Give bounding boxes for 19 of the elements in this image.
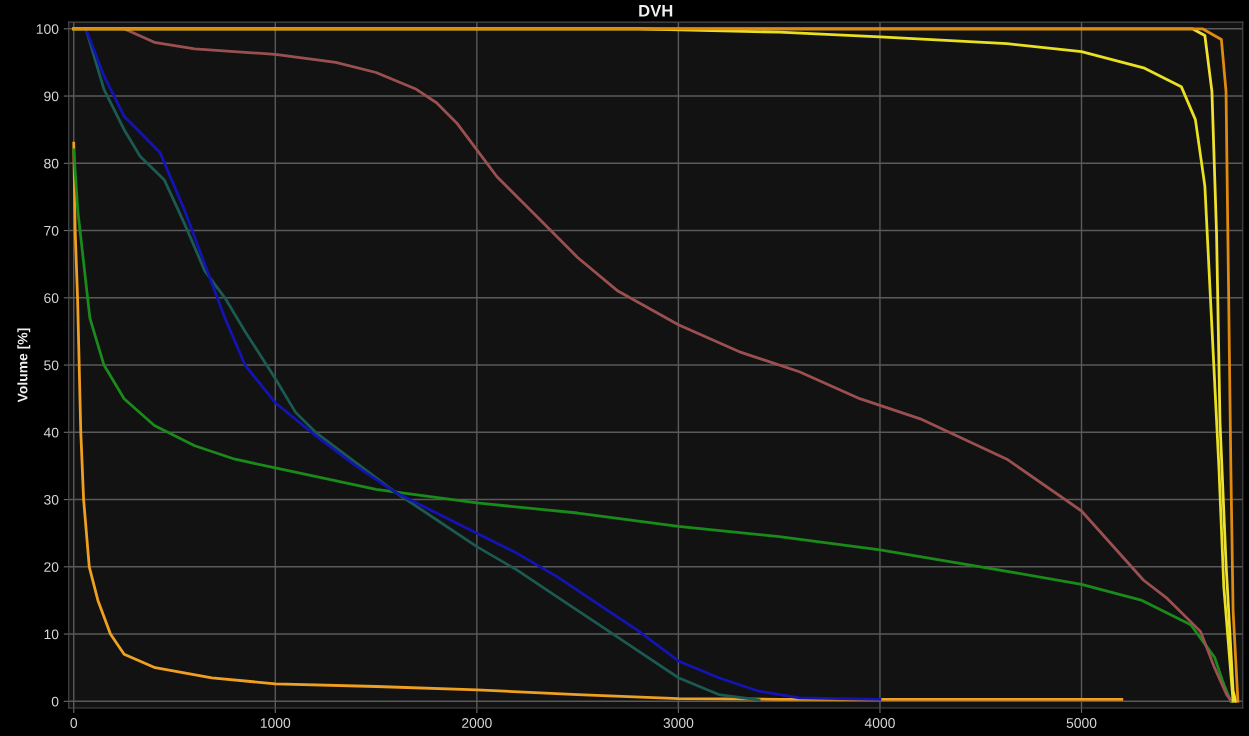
x-tick-label: 5000 bbox=[1066, 718, 1097, 728]
y-tick-label: 90 bbox=[44, 91, 59, 102]
y-tick-label: 80 bbox=[44, 158, 59, 169]
y-axis-title: Volume [%] bbox=[17, 328, 31, 403]
y-tick-label: 50 bbox=[44, 360, 59, 371]
y-tick-label: 20 bbox=[44, 562, 59, 572]
y-tick-label: 70 bbox=[44, 225, 59, 236]
x-tick-label: 1000 bbox=[260, 718, 291, 728]
y-tick-label: 0 bbox=[51, 696, 59, 707]
y-tick-label: 60 bbox=[44, 293, 59, 303]
y-tick-label: 30 bbox=[44, 494, 59, 505]
x-tick-label: 0 bbox=[70, 718, 78, 728]
chart-title: DVH bbox=[639, 5, 673, 17]
y-tick-label: 10 bbox=[44, 629, 59, 640]
y-tick-label: 100 bbox=[36, 24, 59, 34]
x-tick-label: 4000 bbox=[864, 718, 895, 728]
x-tick-label: 2000 bbox=[462, 718, 492, 728]
x-tick-label: 3000 bbox=[663, 718, 694, 728]
y-tick-label: 40 bbox=[43, 427, 59, 438]
